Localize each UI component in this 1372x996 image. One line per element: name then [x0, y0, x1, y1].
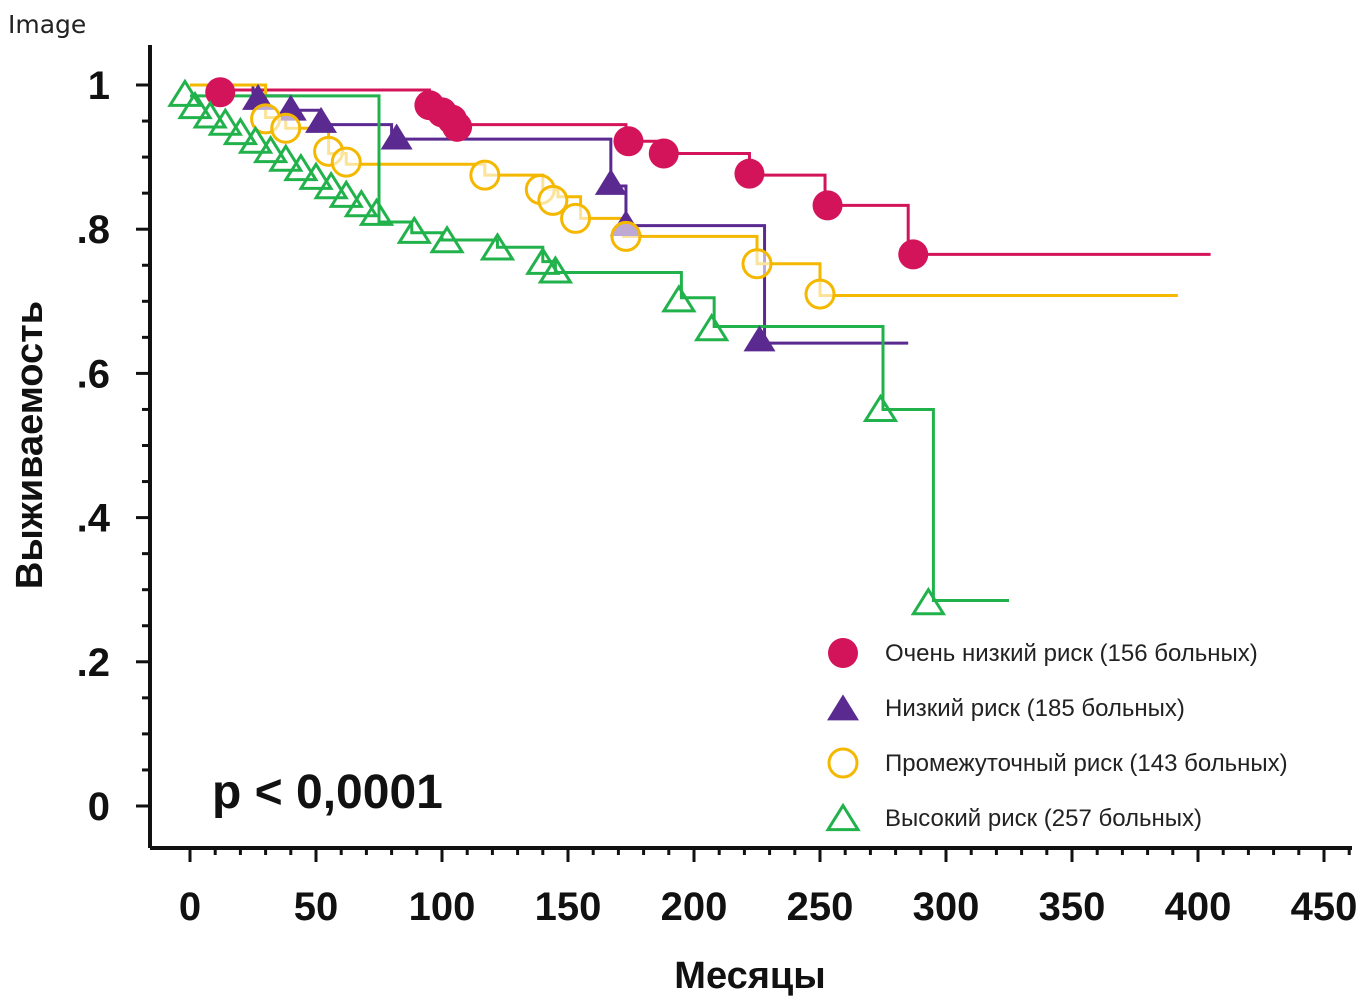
- series-3-marker: [298, 161, 334, 190]
- legend-marker-0: [828, 638, 858, 668]
- series-1-marker: [594, 168, 627, 195]
- series-3-marker: [207, 107, 243, 136]
- series-2-marker: [804, 278, 836, 310]
- series-2-marker: [469, 159, 501, 191]
- series-3-marker: [479, 232, 516, 261]
- x-tick-label: 400: [1165, 885, 1232, 929]
- x-tick-label: 50: [294, 885, 339, 929]
- series-2-marker: [270, 112, 302, 144]
- series-0-marker: [898, 239, 929, 270]
- y-axis-title: Выживаемость: [9, 301, 51, 589]
- series-3-marker: [313, 170, 349, 200]
- series-3-marker: [283, 152, 319, 182]
- tick-labels: 0 .2 .4 .6 .8 1 0 50 100 150 200 250 300 350 400 450: [77, 64, 1358, 929]
- y-tick-label: 0: [88, 785, 110, 829]
- x-tick-label: 350: [1039, 885, 1106, 929]
- legend-label-3: Высокий риск (257 больных): [885, 805, 1202, 832]
- series-3-marker: [177, 90, 213, 120]
- legend-marker-1: [827, 694, 859, 721]
- legend-label-1: Низкий риск (185 больных): [885, 695, 1185, 722]
- series-1-marker: [743, 325, 776, 352]
- axes: [136, 45, 1352, 862]
- series-3-marker: [237, 125, 274, 154]
- image-label: Image: [8, 10, 87, 39]
- series-2-marker: [537, 184, 569, 216]
- x-tick-label: 200: [661, 885, 728, 929]
- series-3-marker: [396, 215, 432, 244]
- legend-marker-3: [825, 802, 861, 832]
- series-3-marker: [167, 78, 203, 107]
- series-2-marker: [560, 202, 592, 234]
- series-1-marker: [305, 106, 338, 133]
- y-tick-label: .6: [77, 352, 110, 396]
- legend-label-2: Промежуточный риск (143 больных): [885, 750, 1288, 777]
- x-tick-label: 450: [1291, 885, 1358, 929]
- x-tick-label: 0: [179, 885, 201, 929]
- series-3-marker: [525, 246, 561, 275]
- series-0-marker: [734, 158, 765, 189]
- series-3-marker: [222, 116, 259, 146]
- series-0-marker: [613, 126, 644, 157]
- series-0-marker: [442, 111, 473, 142]
- series-0-marker: [812, 190, 843, 221]
- series-3-marker: [328, 179, 364, 208]
- x-tick-label: 250: [787, 885, 854, 929]
- x-tick-label: 300: [913, 885, 980, 929]
- y-tick-label: 1: [88, 64, 110, 108]
- series-line-2: [190, 83, 1178, 298]
- series-2-marker: [741, 248, 773, 280]
- series-3-marker: [862, 393, 899, 422]
- series-3-marker: [252, 134, 289, 164]
- series-3-marker: [192, 100, 228, 129]
- legend-marker-2: [827, 747, 859, 779]
- series-0-marker: [205, 77, 236, 108]
- series-1-marker: [242, 83, 275, 110]
- series-3-marker: [661, 284, 697, 313]
- x-axis-title: Месяцы: [674, 955, 825, 996]
- series-3-marker: [910, 586, 947, 616]
- y-tick-label: .4: [77, 497, 111, 541]
- series-3-marker: [693, 312, 730, 342]
- x-tick-label: 150: [535, 885, 602, 929]
- censor-markers: [167, 77, 947, 616]
- series-1-marker: [380, 123, 413, 150]
- legend: Очень низкий риск (156 больных) Низкий ри…: [825, 638, 1288, 832]
- series-2-marker: [330, 146, 362, 178]
- series-0-marker: [648, 138, 679, 169]
- series-3-marker: [358, 197, 395, 226]
- series-3-marker: [343, 188, 380, 218]
- series-3-marker: [537, 255, 574, 284]
- x-tick-label: 100: [409, 885, 476, 929]
- series-3-marker: [268, 143, 304, 172]
- p-value-annotation: p < 0,0001: [212, 766, 443, 819]
- series-3-marker: [429, 224, 465, 254]
- series-2-marker: [610, 220, 642, 252]
- y-tick-label: .2: [77, 641, 110, 685]
- y-tick-label: .8: [77, 208, 110, 252]
- legend-label-0: Очень низкий риск (156 больных): [885, 640, 1258, 667]
